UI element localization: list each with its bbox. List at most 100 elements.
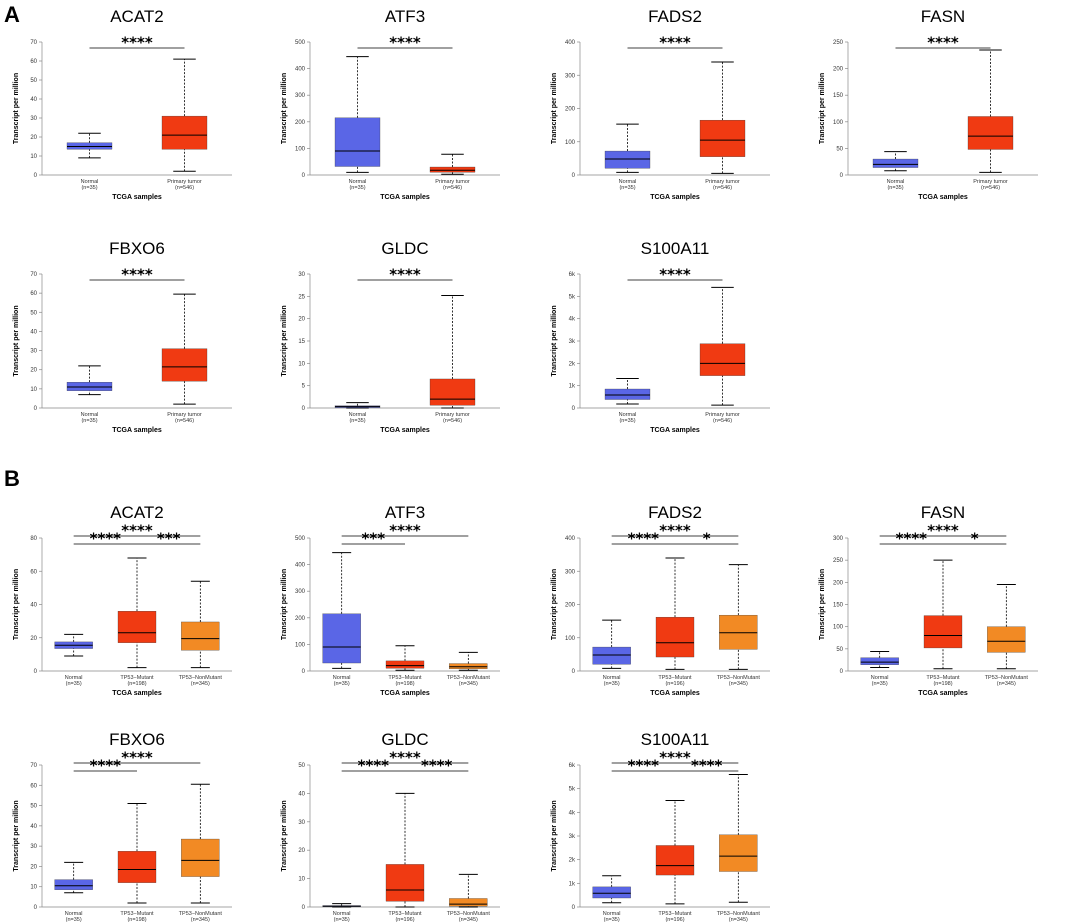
- y-tick-label: 30: [298, 272, 305, 278]
- chart-title: FADS2: [648, 7, 702, 26]
- y-axis-label: Transcript per million: [281, 305, 288, 376]
- y-tick-label: 400: [295, 67, 306, 73]
- box-normal: [592, 619, 631, 669]
- boxplot-b-atf3: ATF3 0 100 200 300 400 500 Transcript per milli…: [281, 503, 500, 697]
- chart-title: ACAT2: [110, 503, 164, 522]
- y-tick-label: 10: [298, 877, 305, 883]
- category-label: TP53−Mutant: [120, 675, 154, 681]
- significance-stars: ****: [659, 749, 691, 767]
- box-iqr: [385, 864, 425, 902]
- box-iqr: [117, 611, 157, 643]
- x-axis-label: TCGA samples: [918, 690, 968, 697]
- y-tick-label: 40: [30, 97, 37, 103]
- y-axis-label: Transcript per million: [13, 800, 20, 871]
- y-tick-label: 50: [30, 78, 37, 84]
- y-axis-label: Transcript per million: [13, 73, 20, 144]
- box-normal: [322, 552, 361, 669]
- box-iqr: [592, 646, 631, 665]
- y-tick-label: 20: [298, 848, 305, 854]
- category-count: (n=546): [713, 418, 732, 424]
- y-tick-label: 50: [30, 804, 37, 810]
- box-iqr: [117, 851, 157, 883]
- category-label: Normal: [619, 179, 637, 185]
- y-tick-label: 4k: [569, 810, 576, 816]
- box-normal: [54, 633, 93, 657]
- y-tick-label: 0: [34, 173, 38, 179]
- y-tick-label: 20: [30, 864, 37, 870]
- x-axis-label: TCGA samples: [112, 690, 162, 697]
- significance-stars: ****: [691, 757, 723, 775]
- category-label: Primary tumor: [973, 179, 1008, 185]
- y-tick-label: 30: [30, 349, 37, 355]
- y-tick-label: 400: [565, 536, 576, 542]
- category-count: (n=198): [933, 681, 952, 687]
- y-tick-label: 100: [833, 625, 844, 631]
- y-tick-label: 0: [34, 905, 38, 911]
- y-tick-label: 100: [565, 140, 576, 146]
- category-label: TP53−Mutant: [388, 675, 422, 681]
- y-tick-label: 60: [30, 783, 37, 789]
- category-label: TP53−NonMutant: [447, 675, 491, 681]
- category-label: Normal: [349, 412, 367, 418]
- category-label: Normal: [333, 675, 351, 681]
- y-tick-label: 20: [30, 135, 37, 141]
- box-iqr: [449, 898, 488, 907]
- boxplot-a-s100a11: S100A11 0 1k 2k 3k 4k 5k 6k Transcript per milli…: [551, 239, 770, 434]
- box-iqr: [655, 845, 695, 876]
- y-tick-label: 3k: [569, 834, 576, 840]
- y-tick-label: 4k: [569, 317, 576, 323]
- y-tick-label: 10: [30, 885, 37, 891]
- y-tick-label: 100: [295, 642, 306, 648]
- y-tick-label: 200: [833, 67, 844, 73]
- box-tp53-nonmutant: [449, 873, 488, 908]
- significance-stars: ****: [927, 522, 959, 540]
- significance-stars: ****: [121, 34, 153, 52]
- box-tp53-nonmutant: [449, 651, 488, 671]
- chart-title: ACAT2: [110, 7, 164, 26]
- boxplot-a-fads2: FADS2 0 100 200 300 400 Transcript per million…: [551, 7, 770, 201]
- y-tick-label: 60: [30, 569, 37, 575]
- y-tick-label: 400: [295, 563, 306, 569]
- box-tumor: [429, 294, 476, 409]
- category-count: (n=35): [66, 681, 82, 687]
- boxplot-b-fads2: FADS2 0 100 200 300 400 Transcript per million…: [551, 503, 770, 697]
- category-count: (n=345): [997, 681, 1016, 687]
- box-iqr: [181, 838, 220, 877]
- category-label: Normal: [81, 179, 99, 185]
- box-iqr: [699, 343, 746, 376]
- box-iqr: [860, 657, 899, 665]
- y-tick-label: 5k: [569, 787, 576, 793]
- y-axis-label: Transcript per million: [281, 569, 288, 640]
- box-tp53-mutant: [655, 557, 695, 670]
- box-iqr: [699, 119, 746, 157]
- y-tick-label: 70: [30, 272, 37, 278]
- box-iqr: [54, 879, 93, 890]
- y-tick-label: 250: [833, 40, 844, 46]
- chart-title: FBXO6: [109, 239, 165, 258]
- significance-stars: ****: [121, 522, 153, 540]
- box-normal: [860, 650, 899, 668]
- y-tick-label: 50: [298, 763, 305, 769]
- box-iqr: [604, 150, 651, 169]
- boxplot-a-fbxo6: FBXO6 0 10 20 30 40 50 60 70 Transcript per milli…: [13, 239, 232, 434]
- y-tick-label: 15: [298, 339, 305, 345]
- category-label: TP53−NonMutant: [179, 675, 223, 681]
- category-count: (n=35): [604, 681, 620, 687]
- y-tick-label: 2k: [569, 858, 576, 864]
- y-tick-label: 3k: [569, 339, 576, 345]
- y-axis-label: Transcript per million: [551, 73, 558, 144]
- chart-title: GLDC: [381, 239, 428, 258]
- category-count: (n=546): [175, 185, 194, 191]
- category-label: Normal: [65, 911, 83, 917]
- y-tick-label: 0: [572, 669, 576, 675]
- chart-title: FASN: [921, 503, 965, 522]
- y-tick-label: 100: [295, 146, 306, 152]
- y-axis-label: Transcript per million: [551, 569, 558, 640]
- box-tumor: [161, 293, 208, 405]
- significance-stars: *: [971, 530, 979, 548]
- boxplot-a-fasn: FASN 0 50 100 150 200 250 Transcript per millio…: [819, 7, 1038, 201]
- category-label: Normal: [333, 911, 351, 917]
- y-tick-label: 500: [295, 536, 306, 542]
- y-tick-label: 30: [30, 844, 37, 850]
- y-tick-label: 30: [298, 820, 305, 826]
